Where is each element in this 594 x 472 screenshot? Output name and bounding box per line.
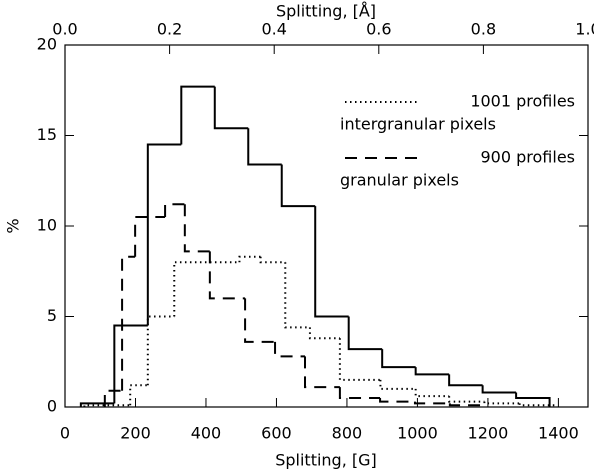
x-tick-label: 600 <box>261 424 292 443</box>
histogram-bin <box>338 338 381 381</box>
x2-tick-label: 0.2 <box>157 20 182 39</box>
histogram-bin <box>379 379 416 390</box>
histogram-bin <box>103 389 123 407</box>
histogram-bin <box>314 206 349 318</box>
histogram-bin <box>414 388 450 398</box>
x-tick-label: 200 <box>120 424 151 443</box>
histogram-bin <box>146 315 175 386</box>
histogram-bin <box>164 203 185 217</box>
histogram-bin <box>146 143 182 326</box>
x-tick-label: 1400 <box>538 424 579 443</box>
y-tick-label: 20 <box>37 35 57 54</box>
x2-tick-label: 0.0 <box>52 20 77 39</box>
histogram-bin <box>448 396 485 403</box>
histogram-bin <box>448 374 483 387</box>
histogram-bin <box>481 385 517 394</box>
y-axis-label: % <box>4 218 23 233</box>
histogram-bin <box>483 401 520 405</box>
histogram-bin <box>113 324 148 404</box>
histogram-bin <box>173 261 240 317</box>
y-tick-label: 0 <box>47 397 57 416</box>
legend-label: 1001 profiles <box>470 92 575 111</box>
histogram-bin <box>381 349 416 369</box>
histogram-bin <box>259 256 286 264</box>
x-tick-label: 1000 <box>397 424 438 443</box>
histogram-bin <box>134 215 166 257</box>
histogram-bin <box>274 341 306 358</box>
legend-description: intergranular pixels <box>340 115 496 134</box>
histogram-bin <box>379 397 415 403</box>
histogram-bin <box>308 327 340 340</box>
histogram-bin <box>247 128 282 166</box>
histogram-bin <box>448 403 486 407</box>
histogram-bin <box>413 401 450 405</box>
histogram-bin <box>208 251 246 300</box>
x2-tick-label: 1.0 <box>575 20 594 39</box>
histogram-bin <box>238 255 261 263</box>
legend-label: 900 profiles <box>481 148 576 167</box>
histogram-bin <box>180 85 215 145</box>
histogram-bin <box>304 356 340 389</box>
histogram-bin <box>129 384 148 406</box>
histogram-bin <box>515 392 551 407</box>
x-tick-label: 400 <box>191 424 222 443</box>
histogram-bin <box>79 402 115 407</box>
x2-axis-label: Splitting, [Å] <box>276 2 376 21</box>
x-tick-label: 800 <box>332 424 363 443</box>
x2-tick-label: 0.4 <box>261 20 286 39</box>
histogram-bin <box>414 367 450 376</box>
histogram-bin <box>280 164 316 208</box>
x-axis-label: Splitting, [G] <box>275 451 377 470</box>
histogram-bin <box>284 262 310 329</box>
x-tick-label: 1200 <box>468 424 509 443</box>
histogram-bin <box>244 298 276 343</box>
histogram-bin <box>121 255 136 391</box>
histogram-bin <box>338 387 381 399</box>
histogram-bin <box>518 403 556 407</box>
y-tick-label: 10 <box>37 216 57 235</box>
x-tick-label: 0 <box>60 424 70 443</box>
legend-description: granular pixels <box>340 171 459 190</box>
histogram-bin <box>83 404 131 407</box>
histogram-bin <box>213 86 249 130</box>
y-tick-label: 15 <box>37 125 57 144</box>
y-tick-label: 5 <box>47 306 57 325</box>
histogram-bin <box>183 204 210 253</box>
x2-tick-label: 0.8 <box>471 20 496 39</box>
x2-tick-label: 0.6 <box>366 20 391 39</box>
histogram-bin <box>347 316 383 351</box>
